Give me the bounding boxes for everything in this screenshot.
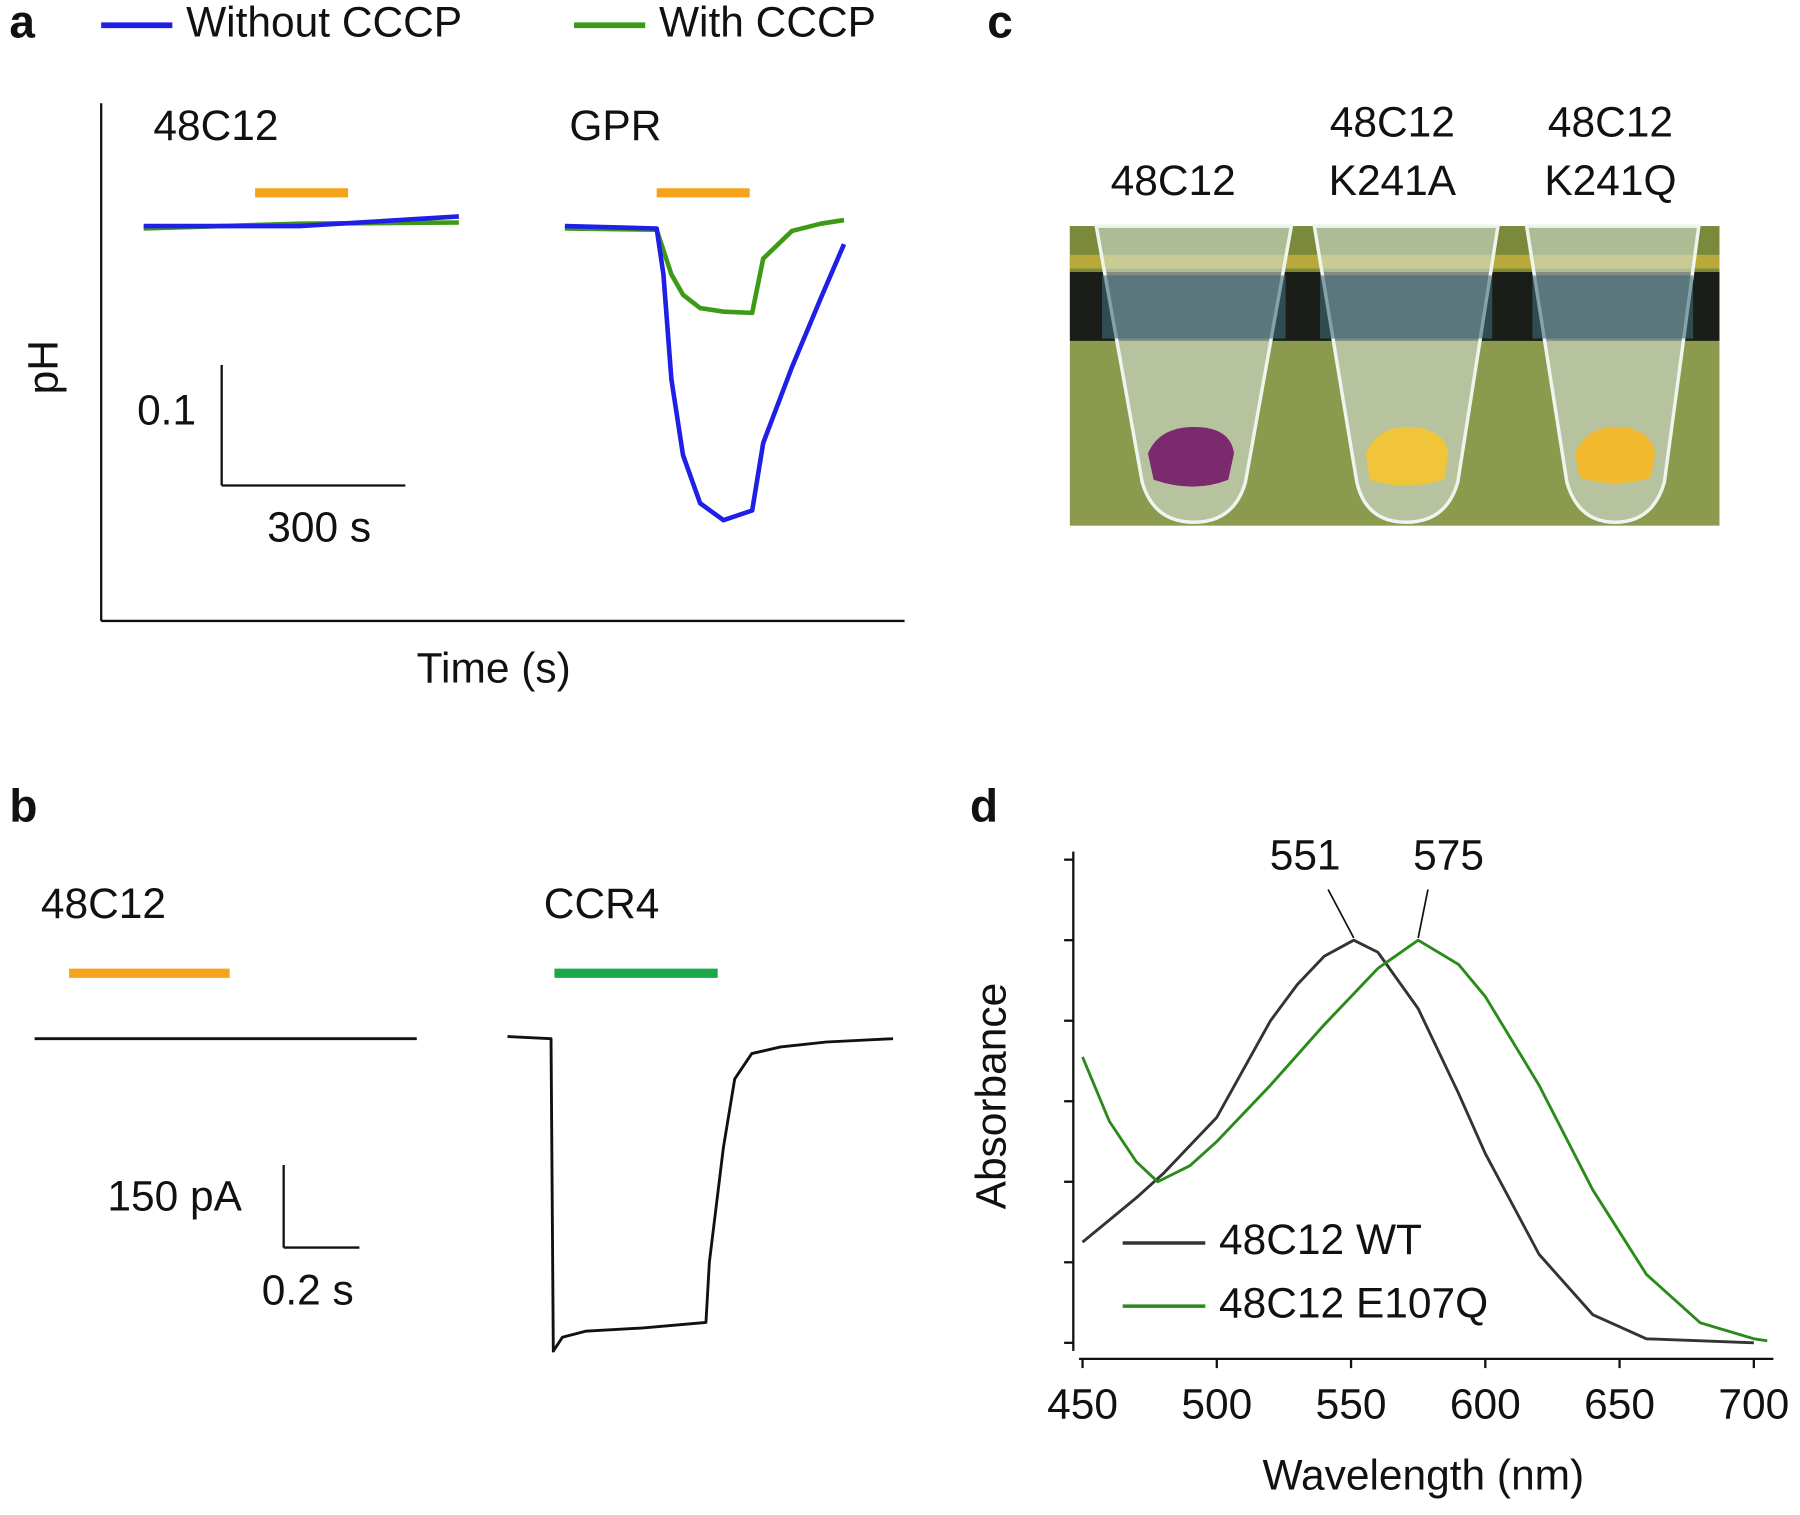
tube-label: 48C12	[1548, 98, 1673, 145]
x-tick-label: 600	[1450, 1380, 1521, 1427]
trace-label: CCR4	[544, 880, 660, 927]
legend-label: Without CCCP	[186, 0, 462, 45]
x-tick-label: 550	[1316, 1380, 1387, 1427]
x-tick-label: 700	[1718, 1380, 1789, 1427]
tube-label: 48C12	[1111, 157, 1236, 204]
x-axis-label: Time (s)	[417, 645, 571, 692]
panel-label: a	[9, 0, 35, 47]
trace	[143, 214, 460, 229]
photo	[1069, 224, 1720, 526]
x-tick-label: 450	[1047, 1380, 1118, 1427]
peak-leader	[1327, 889, 1355, 939]
spectrum	[1081, 938, 1754, 1345]
trace	[564, 217, 845, 316]
x-axis-label: Wavelength (nm)	[1263, 1451, 1585, 1498]
y-axis-label: pH	[19, 340, 66, 394]
y-axis-label: Absorbance	[967, 983, 1014, 1210]
tube-label: 48C12	[1330, 98, 1455, 145]
trace-label: 48C12	[153, 102, 278, 149]
legend-label: 48C12 E107Q	[1219, 1279, 1488, 1326]
trace	[507, 1035, 894, 1353]
trace-label: 48C12	[41, 880, 166, 927]
panel-label: c	[987, 0, 1013, 47]
trace	[564, 223, 847, 523]
peak-leader	[1417, 889, 1429, 939]
tube-label: K241Q	[1544, 157, 1676, 204]
x-tick-label: 500	[1181, 1380, 1252, 1427]
x-tick-label: 650	[1584, 1380, 1655, 1427]
tube-label: K241A	[1329, 157, 1457, 204]
legend-label: 48C12 WT	[1219, 1216, 1422, 1263]
legend-label: With CCCP	[659, 0, 876, 45]
peak-label: 575	[1413, 832, 1484, 879]
spectrum	[1081, 938, 1768, 1343]
trace-label: GPR	[569, 102, 661, 149]
scale-bar-label: 300 s	[267, 503, 371, 550]
panel-label: d	[970, 779, 998, 831]
scale-bar-label: 0.1	[137, 386, 196, 433]
scale-bar-label: 150 pA	[107, 1173, 242, 1220]
scale-bar-label: 0.2 s	[262, 1267, 354, 1314]
peak-label: 551	[1270, 832, 1341, 879]
panel-label: b	[9, 779, 37, 831]
